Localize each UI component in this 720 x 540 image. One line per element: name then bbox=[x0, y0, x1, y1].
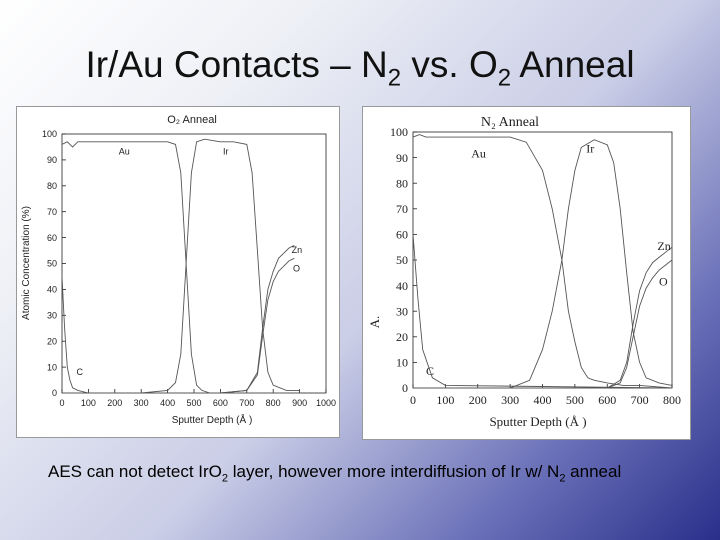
y-tick-label: 30 bbox=[396, 304, 408, 318]
x-tick-label: 900 bbox=[292, 398, 307, 408]
y-tick-label: 20 bbox=[396, 330, 408, 344]
y-tick-label: 70 bbox=[47, 207, 57, 217]
x-tick-label: 200 bbox=[107, 398, 122, 408]
n2-anneal-chart: N₂ Anneal 0 10 20 30 40 50 60 70 80 90 100 0 100 200 30… bbox=[367, 115, 681, 429]
series-line-au bbox=[61, 141, 210, 394]
series-line-c bbox=[61, 276, 300, 394]
y-tick-label: 80 bbox=[396, 176, 408, 190]
y-tick-label: 70 bbox=[396, 202, 408, 216]
x-tick-label: 0 bbox=[59, 398, 64, 408]
series-label-o: O bbox=[293, 263, 300, 273]
series-label-ir: Ir bbox=[586, 141, 594, 155]
x-tick-label: 800 bbox=[663, 393, 681, 407]
series-label-au: Au bbox=[119, 147, 130, 157]
series-line-ir bbox=[62, 138, 300, 394]
x-tick-label: 200 bbox=[469, 393, 487, 407]
x-tick-label: 100 bbox=[436, 393, 454, 407]
slide-title: Ir/Au Contacts – N2 vs. O2 Anneal bbox=[85, 44, 635, 92]
y-tick-label: 10 bbox=[47, 362, 57, 372]
x-tick-label: 700 bbox=[631, 393, 649, 407]
series-line-o bbox=[62, 257, 295, 394]
y-tick-label: 10 bbox=[396, 356, 408, 370]
y-tick-label: 30 bbox=[47, 310, 57, 320]
x-tick-label: 400 bbox=[160, 398, 175, 408]
y-tick-label: 50 bbox=[396, 253, 408, 267]
series-line-zn bbox=[62, 244, 295, 394]
series-label-zn: Zn bbox=[292, 245, 303, 255]
y-tick-label: 20 bbox=[47, 336, 57, 346]
n2-anneal-chart-panel: N₂ Anneal 0 10 20 30 40 50 60 70 80 90 100 0 100 200 30… bbox=[362, 106, 691, 440]
series-label-zn: Zn bbox=[657, 239, 670, 253]
y-axis-label: Atomic Concentration (%) bbox=[21, 206, 32, 320]
y-tick-label: 0 bbox=[402, 381, 408, 395]
y-tick-label: 100 bbox=[390, 125, 408, 139]
x-tick-label: 700 bbox=[239, 398, 254, 408]
series-label-au: Au bbox=[471, 147, 486, 161]
y-tick-label: 60 bbox=[396, 228, 408, 242]
series-line-o bbox=[413, 259, 673, 389]
x-tick-label: 300 bbox=[501, 393, 519, 407]
series-label-o: O bbox=[659, 275, 668, 289]
x-tick-label: 300 bbox=[134, 398, 149, 408]
x-tick-label: 500 bbox=[186, 398, 201, 408]
y-tick-label: 40 bbox=[396, 279, 408, 293]
series-line-zn bbox=[413, 246, 673, 389]
x-tick-label: 600 bbox=[598, 393, 616, 407]
x-tick-label: 500 bbox=[566, 393, 584, 407]
series-label-c: C bbox=[426, 364, 434, 378]
chart-title: N₂ Anneal bbox=[481, 115, 539, 130]
y-tick-label: 0 bbox=[52, 388, 57, 398]
series-label-ir: Ir bbox=[223, 147, 229, 157]
x-tick-label: 600 bbox=[213, 398, 228, 408]
y-tick-label: 80 bbox=[47, 181, 57, 191]
x-tick-label: 800 bbox=[266, 398, 281, 408]
x-axis-label: Sputter Depth (Å ) bbox=[489, 414, 586, 429]
y-axis-label: A. bbox=[367, 316, 382, 329]
slide-caption: AES can not detect IrO2 layer, however m… bbox=[48, 462, 622, 485]
x-tick-label: 100 bbox=[81, 398, 96, 408]
o2-anneal-chart-panel: O₂ Anneal 0 10 20 30 40 50 60 70 80 90 100 0 100 200 30… bbox=[16, 106, 340, 438]
y-tick-label: 90 bbox=[396, 151, 408, 165]
y-tick-label: 100 bbox=[42, 129, 57, 139]
y-tick-label: 90 bbox=[47, 155, 57, 165]
x-tick-label: 400 bbox=[534, 393, 552, 407]
y-tick-label: 60 bbox=[47, 233, 57, 243]
series-line-c bbox=[412, 234, 673, 389]
x-axis-label: Sputter Depth (Å ) bbox=[172, 413, 253, 426]
y-tick-label: 50 bbox=[47, 259, 57, 269]
series-line-ir bbox=[413, 139, 673, 389]
x-tick-label: 0 bbox=[410, 393, 416, 407]
x-tick-label: 1000 bbox=[316, 398, 336, 408]
chart-title: O₂ Anneal bbox=[167, 114, 217, 126]
series-label-c: C bbox=[77, 367, 84, 377]
y-tick-label: 40 bbox=[47, 285, 57, 295]
